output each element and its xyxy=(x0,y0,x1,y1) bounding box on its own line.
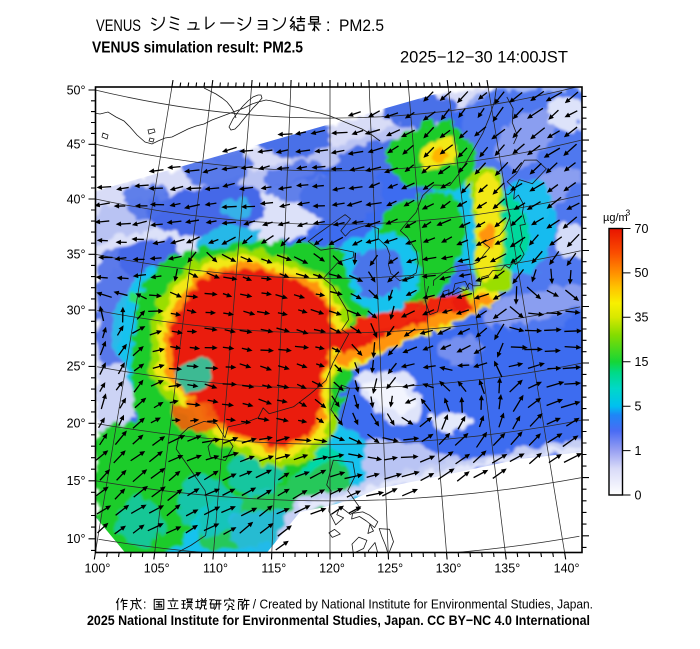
svg-text:125°: 125° xyxy=(377,562,403,576)
svg-text:100°: 100° xyxy=(84,562,110,576)
svg-text::: : xyxy=(143,598,146,612)
svg-text::: : xyxy=(326,15,331,35)
svg-text:50: 50 xyxy=(635,266,649,280)
svg-text:30°: 30° xyxy=(67,303,86,317)
svg-text:25°: 25° xyxy=(67,360,86,374)
svg-text:20°: 20° xyxy=(67,417,86,431)
svg-text:35: 35 xyxy=(635,311,649,325)
svg-text:µg/m: µg/m xyxy=(603,212,628,224)
svg-text:105°: 105° xyxy=(144,562,170,576)
svg-text:0: 0 xyxy=(635,488,642,502)
svg-text:3: 3 xyxy=(626,208,631,218)
svg-text:70: 70 xyxy=(635,222,649,236)
svg-text:40°: 40° xyxy=(67,192,86,206)
svg-text:2025 National Institute for En: 2025 National Institute for Environmenta… xyxy=(87,612,590,628)
svg-text:2025−12−30 14:00JST: 2025−12−30 14:00JST xyxy=(400,49,568,67)
svg-text:130°: 130° xyxy=(436,562,462,576)
svg-text:15°: 15° xyxy=(67,474,86,488)
svg-text:45°: 45° xyxy=(67,138,86,152)
svg-text:35°: 35° xyxy=(67,248,86,262)
svg-text:VENUS simulation result: PM2.5: VENUS simulation result: PM2.5 xyxy=(92,40,303,57)
svg-text:PM2.5: PM2.5 xyxy=(339,17,384,35)
svg-text:110°: 110° xyxy=(203,562,228,576)
svg-text:135°: 135° xyxy=(494,562,520,576)
svg-text:10°: 10° xyxy=(67,532,86,546)
svg-text:140°: 140° xyxy=(554,562,580,576)
svg-text:VENUS: VENUS xyxy=(96,17,141,35)
svg-text:115°: 115° xyxy=(261,562,286,576)
svg-text:1: 1 xyxy=(635,444,642,458)
svg-text:15: 15 xyxy=(635,355,649,369)
svg-text:50°: 50° xyxy=(67,83,86,97)
svg-text:120°: 120° xyxy=(319,562,345,576)
svg-text:/ Created by National Institut: / Created by National Institute for Envi… xyxy=(253,598,593,612)
svg-text:5: 5 xyxy=(635,400,642,414)
